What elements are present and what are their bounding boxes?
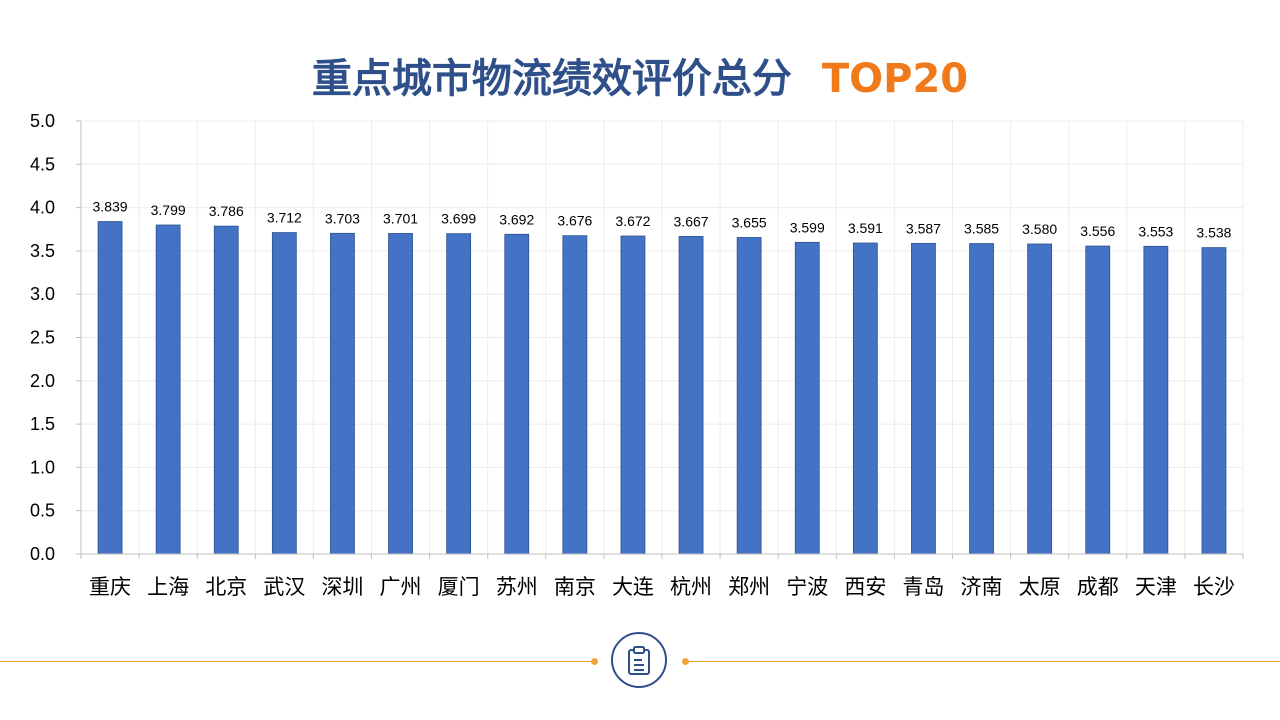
chart-title: 重点城市物流绩效评价总分 TOP20 <box>0 46 1280 104</box>
y-tick-label: 3.5 <box>30 241 55 261</box>
y-tick-label: 0.5 <box>30 501 55 521</box>
bar <box>794 241 820 555</box>
x-tick-label: 太原 <box>1019 575 1061 599</box>
data-label: 3.585 <box>964 221 999 237</box>
bar <box>1201 247 1227 555</box>
data-label: 3.786 <box>209 203 244 219</box>
bar <box>330 232 355 555</box>
bar <box>446 233 472 555</box>
bar <box>1085 245 1111 555</box>
bar <box>388 233 413 555</box>
chart-title-accent: TOP20 <box>821 56 969 102</box>
y-tick-label: 3.0 <box>30 284 55 304</box>
x-tick-label: 武汉 <box>263 575 305 599</box>
data-label: 3.591 <box>848 220 883 236</box>
data-label: 3.839 <box>93 199 128 215</box>
y-tick-label: 5.0 <box>30 111 55 131</box>
bar <box>678 236 704 555</box>
data-label: 3.712 <box>267 210 302 226</box>
bar <box>1027 243 1053 555</box>
y-tick-label: 2.5 <box>30 328 55 348</box>
data-label: 3.699 <box>441 211 476 227</box>
data-label: 3.556 <box>1080 223 1115 239</box>
x-tick-label: 青岛 <box>902 575 944 599</box>
data-label: 3.672 <box>615 213 650 229</box>
x-tick-label: 上海 <box>147 575 189 599</box>
bar <box>969 243 994 555</box>
bar <box>213 225 239 555</box>
bar <box>620 235 646 555</box>
footer-divider-right <box>688 661 1280 662</box>
bar <box>562 235 588 555</box>
x-tick-label: 成都 <box>1077 575 1119 599</box>
x-tick-label: 深圳 <box>321 575 363 599</box>
y-tick-label: 4.5 <box>30 154 55 174</box>
x-tick-label: 大连 <box>612 575 654 599</box>
y-tick-label: 1.5 <box>30 414 55 434</box>
x-tick-label: 郑州 <box>728 575 770 599</box>
x-tick-label: 天津 <box>1135 575 1177 599</box>
footer-dot-left <box>591 658 598 665</box>
bar <box>852 242 878 555</box>
bar <box>155 224 181 555</box>
x-tick-label: 厦门 <box>438 575 480 599</box>
data-label: 3.580 <box>1022 221 1057 237</box>
x-tick-label: 北京 <box>205 575 247 599</box>
bar <box>911 242 936 555</box>
x-tick-label: 西安 <box>844 575 886 599</box>
data-label: 3.587 <box>906 220 941 236</box>
data-label: 3.538 <box>1196 225 1231 241</box>
data-label: 3.701 <box>383 210 418 226</box>
y-tick-label: 4.0 <box>30 198 55 218</box>
bar <box>736 237 762 555</box>
bar-chart: 0.0 0.5 1.0 1.5 2.0 2.5 3.0 3.5 4.0 4.5 5.0 3.839 重庆… <box>30 111 1244 599</box>
x-tick-label: 重庆 <box>89 575 131 599</box>
footer-divider-left <box>0 661 594 662</box>
bar <box>504 233 530 555</box>
x-tick-label: 苏州 <box>496 575 538 599</box>
bar <box>1143 245 1169 555</box>
footer-badge <box>611 632 667 688</box>
bar <box>97 221 123 555</box>
y-tick-label: 2.0 <box>30 371 55 391</box>
x-tick-label: 杭州 <box>670 575 712 599</box>
data-label: 3.676 <box>557 213 592 229</box>
data-label: 3.667 <box>674 213 709 229</box>
y-tick-label: 1.0 <box>30 457 55 477</box>
data-label: 3.799 <box>151 202 186 218</box>
data-label: 3.553 <box>1138 223 1173 239</box>
chart-title-main: 重点城市物流绩效评价总分 <box>311 56 792 102</box>
footer-dot-right <box>682 658 689 665</box>
data-label: 3.703 <box>325 210 360 226</box>
x-tick-label: 宁波 <box>786 575 828 599</box>
bar <box>271 232 297 555</box>
x-tick-label: 广州 <box>380 575 422 599</box>
x-tick-label: 济南 <box>961 575 1003 599</box>
x-tick-label: 长沙 <box>1193 575 1235 599</box>
x-tick-label: 南京 <box>554 575 596 599</box>
data-label: 3.692 <box>499 211 534 227</box>
data-label: 3.655 <box>732 214 767 230</box>
clipboard-icon <box>628 646 650 675</box>
data-label: 3.599 <box>790 219 825 235</box>
y-tick-label: 0.0 <box>30 544 55 564</box>
